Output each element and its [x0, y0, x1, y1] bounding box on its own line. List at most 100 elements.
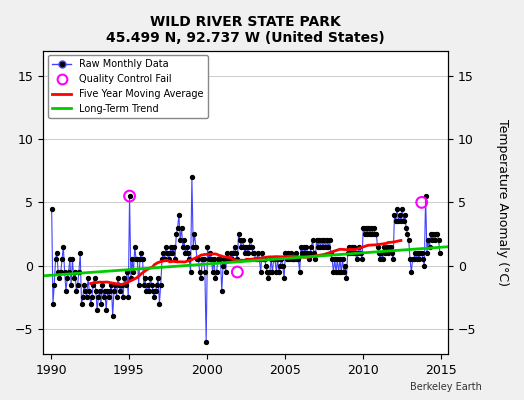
Point: [421, 193, 430, 199]
Point: [385, 244, 394, 250]
Point: [324, 244, 332, 250]
Point: [386, 244, 395, 250]
Point: [263, 269, 271, 275]
Point: [291, 250, 300, 256]
Point: [394, 218, 402, 224]
Point: [323, 237, 331, 244]
Point: [329, 269, 337, 275]
Point: [138, 256, 147, 262]
Point: [202, 338, 210, 345]
Point: [328, 256, 336, 262]
Point: [378, 256, 387, 262]
Point: [59, 244, 68, 250]
Point: [396, 212, 404, 218]
Point: [119, 294, 127, 300]
Point: [353, 256, 361, 262]
Point: [326, 250, 335, 256]
Point: [293, 256, 301, 262]
Text: Berkeley Earth: Berkeley Earth: [410, 382, 482, 392]
Point: [66, 256, 74, 262]
Point: [234, 231, 243, 237]
Point: [217, 288, 226, 294]
Point: [260, 256, 269, 262]
Point: [350, 244, 358, 250]
Point: [105, 294, 113, 300]
Point: [98, 282, 106, 288]
Point: [307, 244, 315, 250]
Point: [428, 237, 436, 244]
Point: [155, 300, 163, 307]
Point: [141, 275, 149, 282]
Point: [391, 218, 400, 224]
Point: [302, 244, 310, 250]
Point: [55, 275, 63, 282]
Point: [100, 294, 108, 300]
Point: [334, 269, 343, 275]
Point: [112, 294, 121, 300]
Point: [216, 256, 225, 262]
Point: [281, 250, 290, 256]
Point: [200, 256, 208, 262]
Point: [76, 250, 84, 256]
Point: [320, 237, 329, 244]
Point: [210, 256, 218, 262]
Point: [381, 250, 389, 256]
Point: [258, 250, 266, 256]
Point: [415, 256, 423, 262]
Point: [423, 250, 431, 256]
Point: [389, 256, 397, 262]
Point: [62, 288, 70, 294]
Point: [172, 231, 180, 237]
Point: [332, 269, 340, 275]
Point: [364, 224, 373, 231]
Point: [188, 174, 196, 180]
Point: [70, 275, 78, 282]
Point: [312, 237, 321, 244]
Point: [407, 269, 416, 275]
Point: [425, 244, 434, 250]
Point: [434, 237, 443, 244]
Point: [50, 282, 59, 288]
Point: [233, 269, 242, 275]
Point: [84, 275, 92, 282]
Point: [146, 275, 155, 282]
Point: [195, 269, 204, 275]
Point: [110, 288, 118, 294]
Point: [388, 250, 396, 256]
Point: [123, 269, 131, 275]
Point: [250, 250, 258, 256]
Point: [168, 250, 177, 256]
Point: [341, 262, 350, 269]
Point: [303, 250, 312, 256]
Point: [182, 244, 191, 250]
Point: [190, 231, 199, 237]
Point: [284, 250, 292, 256]
Point: [125, 193, 134, 199]
Point: [412, 256, 421, 262]
Point: [359, 224, 367, 231]
Point: [402, 224, 410, 231]
Point: [58, 256, 66, 262]
Point: [82, 294, 91, 300]
Point: [223, 250, 231, 256]
Point: [346, 250, 355, 256]
Point: [239, 244, 248, 250]
Point: [101, 288, 109, 294]
Point: [215, 256, 223, 262]
Point: [129, 269, 138, 275]
Point: [413, 250, 422, 256]
Point: [236, 237, 244, 244]
Point: [246, 237, 255, 244]
Point: [339, 256, 347, 262]
Point: [288, 256, 296, 262]
Point: [309, 237, 317, 244]
Point: [280, 275, 288, 282]
Point: [418, 199, 426, 206]
Point: [367, 224, 375, 231]
Point: [125, 193, 134, 199]
Point: [354, 250, 362, 256]
Point: [369, 224, 378, 231]
Point: [314, 244, 322, 250]
Point: [170, 244, 178, 250]
Point: [187, 269, 195, 275]
